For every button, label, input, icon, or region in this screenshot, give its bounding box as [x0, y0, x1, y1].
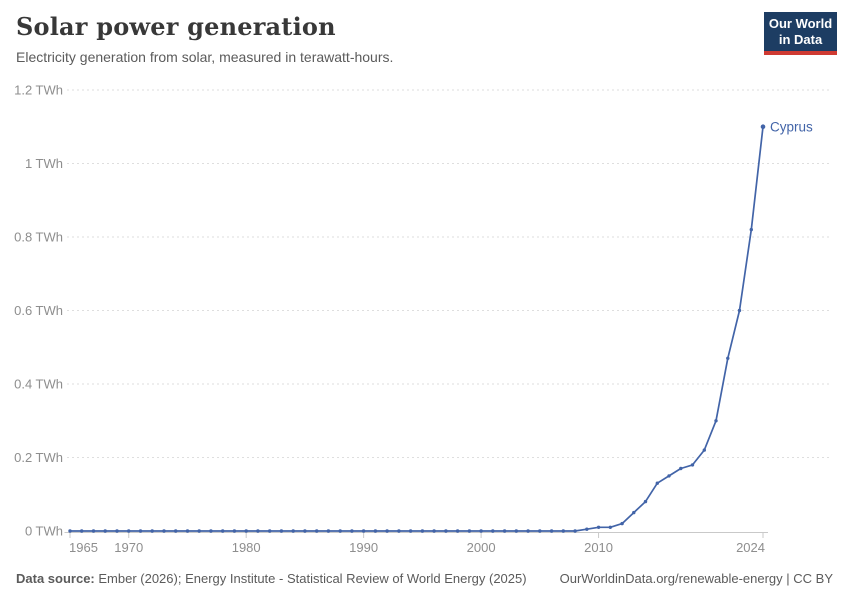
data-point[interactable] [338, 529, 342, 533]
data-point[interactable] [608, 525, 612, 529]
data-point[interactable] [737, 308, 742, 313]
data-point[interactable] [632, 510, 636, 515]
data-point[interactable] [491, 529, 495, 533]
data-point[interactable] [209, 529, 213, 533]
data-point[interactable] [174, 529, 178, 533]
data-source-text: Ember (2026); Energy Institute - Statist… [94, 571, 527, 586]
data-point[interactable] [361, 529, 366, 533]
x-axis-tick-label: 2000 [467, 540, 496, 555]
data-point[interactable] [620, 521, 624, 526]
y-axis-tick-label: 1 TWh [25, 156, 63, 171]
data-point[interactable] [679, 466, 683, 471]
data-point[interactable] [385, 529, 389, 533]
x-axis-tick-label: 1970 [114, 540, 143, 555]
data-point[interactable] [561, 529, 565, 533]
x-axis-tick-label: 2024 [736, 540, 765, 555]
data-point[interactable] [232, 529, 237, 533]
data-point[interactable] [80, 529, 84, 533]
data-point[interactable] [408, 529, 413, 533]
data-point[interactable] [514, 529, 518, 533]
data-point[interactable] [726, 356, 730, 360]
data-point[interactable] [291, 529, 295, 533]
data-point[interactable] [538, 529, 542, 533]
chart-header: Solar power generation Electricity gener… [16, 12, 393, 65]
y-axis-tick-label: 0.6 TWh [14, 303, 63, 318]
chart-line[interactable] [69, 125, 764, 532]
data-point[interactable] [526, 529, 530, 533]
data-point[interactable] [185, 529, 190, 533]
data-point[interactable] [162, 529, 166, 533]
owid-logo-line2: in Data [778, 32, 823, 47]
data-point[interactable] [68, 529, 72, 533]
chart-footer: Data source: Ember (2026); Energy Instit… [16, 571, 833, 586]
owid-logo-line1: Our World [768, 16, 833, 31]
data-point[interactable] [502, 529, 507, 533]
data-point[interactable] [420, 529, 425, 533]
data-point[interactable] [444, 529, 448, 533]
footer-link[interactable]: OurWorldinData.org/renewable-energy | CC… [559, 571, 833, 586]
y-axis-tick-label: 0 TWh [25, 524, 63, 539]
line-chart-canvas[interactable]: 0 TWh 0.2 TWh 0.4 TWh 0.6 TWh 0.8 TWh 1 TWh 1.… [0, 0, 850, 562]
x-axis-tick-label: 2010 [584, 540, 613, 555]
y-axis-tick-label: 0.2 TWh [14, 450, 63, 465]
y-axis-tick-label: 1.2 TWh [14, 83, 63, 98]
data-source-note: Data source: Ember (2026); Energy Instit… [16, 571, 527, 586]
owid-logo[interactable]: Our World in Data [764, 12, 837, 55]
data-point[interactable] [714, 419, 718, 423]
chart-subtitle: Electricity generation from solar, measu… [16, 49, 394, 65]
data-point[interactable] [549, 529, 554, 533]
data-point[interactable] [279, 529, 284, 533]
data-point[interactable] [760, 124, 766, 129]
data-point[interactable] [585, 527, 589, 531]
data-point[interactable] [303, 529, 307, 533]
data-point[interactable] [643, 499, 648, 504]
data-point[interactable] [702, 448, 706, 452]
data-point[interactable] [197, 529, 201, 533]
entity-label: Cyprus [770, 119, 813, 134]
data-point[interactable] [150, 529, 154, 533]
data-point[interactable] [655, 481, 659, 485]
data-point[interactable] [91, 529, 96, 533]
data-point[interactable] [596, 525, 601, 529]
data-point[interactable] [103, 529, 107, 533]
data-point[interactable] [573, 529, 577, 533]
data-point[interactable] [127, 529, 131, 533]
data-point[interactable] [667, 474, 671, 478]
data-point[interactable] [256, 529, 260, 533]
data-point[interactable] [467, 529, 472, 533]
data-point[interactable] [432, 529, 436, 533]
data-point[interactable] [397, 529, 401, 533]
data-point[interactable] [315, 529, 319, 533]
y-axis-tick-label: 0.4 TWh [14, 377, 63, 392]
x-axis-tick-label: 1965 [69, 540, 98, 555]
y-axis-tick-label: 0.8 TWh [14, 230, 63, 245]
data-point[interactable] [479, 529, 483, 533]
data-point[interactable] [455, 529, 460, 533]
x-axis-tick-label: 1990 [349, 540, 378, 555]
data-point[interactable] [350, 529, 354, 533]
x-axis-tick-label: 1980 [232, 540, 261, 555]
data-point[interactable] [115, 529, 119, 533]
data-point[interactable] [244, 529, 248, 533]
data-point[interactable] [268, 529, 272, 533]
data-point[interactable] [138, 529, 143, 533]
data-point[interactable] [221, 529, 225, 533]
data-point[interactable] [326, 529, 331, 533]
page-title: Solar power generation [16, 12, 336, 41]
data-source-label: Data source: [16, 571, 95, 586]
data-point[interactable] [373, 529, 378, 533]
data-point[interactable] [749, 227, 753, 232]
data-point[interactable] [690, 463, 695, 467]
